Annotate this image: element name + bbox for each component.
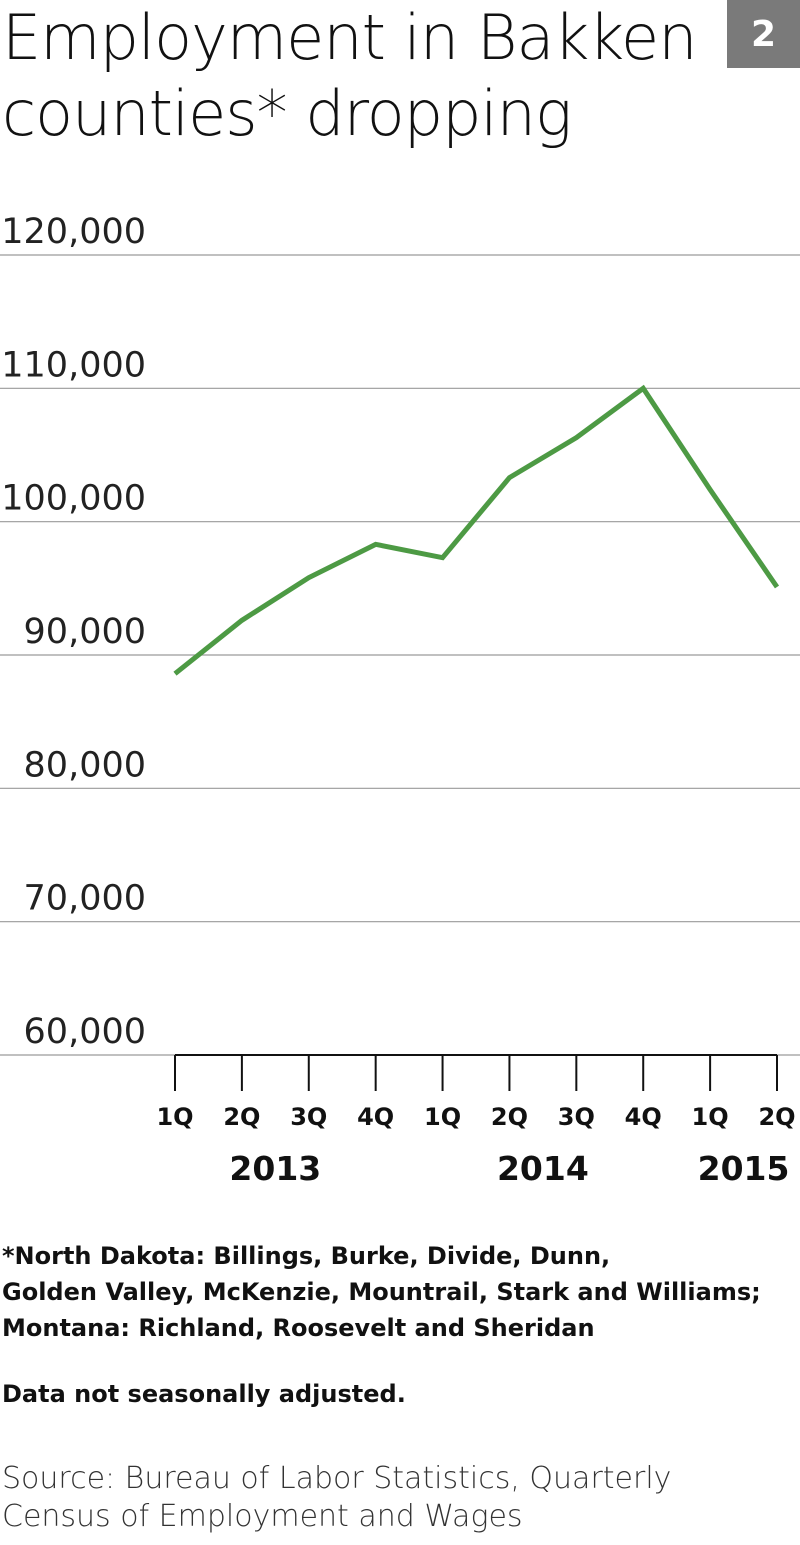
- employment-series-line: [173, 384, 780, 676]
- x-tick-label: 2Q: [491, 1103, 528, 1131]
- x-tick-label: 2Q: [223, 1103, 260, 1131]
- y-tick-label: 70,000: [24, 879, 146, 919]
- seasonal-adjustment-note: Data not seasonally adjusted.: [2, 1380, 406, 1408]
- footnote-line: *North Dakota: Billings, Burke, Divide, …: [2, 1242, 611, 1270]
- y-tick-label: 120,000: [1, 212, 146, 252]
- footnote-line: Montana: Richland, Roosevelt and Sherida…: [2, 1314, 595, 1342]
- footnote-line: Golden Valley, McKenzie, Mountrail, Star…: [2, 1278, 761, 1306]
- x-axis: 1Q 2Q 3Q 4Q 1Q 2Q 3Q 4Q 1Q 2Q 2013 2014 2015: [156, 1054, 796, 1188]
- y-tick-label: 60,000: [24, 1012, 146, 1052]
- chart-title: Employment in Bakken counties* dropping: [2, 1, 697, 150]
- gridlines: [0, 254, 800, 1056]
- y-axis-tick-labels: 120,000 110,000 100,000 90,000 80,000 70,000 6…: [1, 212, 146, 1052]
- series-layer: [173, 384, 780, 676]
- y-tick-label: 80,000: [24, 745, 146, 785]
- y-tick-label: 110,000: [1, 345, 146, 385]
- y-tick-label: 100,000: [1, 479, 146, 519]
- county-footnote: *North Dakota: Billings, Burke, Divide, …: [2, 1238, 800, 1346]
- x-tick-label: 3Q: [558, 1103, 595, 1131]
- x-tick-label: 4Q: [625, 1103, 662, 1131]
- x-tick-label: 1Q: [424, 1103, 461, 1131]
- y-tick-label: 90,000: [24, 612, 146, 652]
- x-tick-label: 2Q: [758, 1103, 795, 1131]
- source-credit: Source: Bureau of Labor Statistics, Quar…: [2, 1460, 792, 1536]
- x-tick-label: 1Q: [156, 1103, 193, 1131]
- source-line: Census of Employment and Wages: [2, 1499, 523, 1534]
- x-tick-label: 3Q: [290, 1103, 327, 1131]
- source-line: Source: Bureau of Labor Statistics, Quar…: [2, 1461, 672, 1496]
- x-tick-label: 4Q: [357, 1103, 394, 1131]
- x-tick-label: 1Q: [692, 1103, 729, 1131]
- employment-line-chart: 120,000 110,000 100,000 90,000 80,000 70,000 6…: [0, 212, 800, 1188]
- x-year-label: 2014: [497, 1149, 589, 1188]
- x-year-label: 2015: [698, 1149, 790, 1188]
- chart-number-badge: 2: [727, 0, 800, 68]
- x-year-label: 2013: [229, 1149, 321, 1188]
